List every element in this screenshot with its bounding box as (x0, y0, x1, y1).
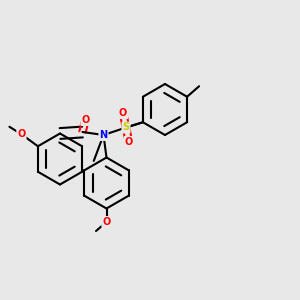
Text: O: O (119, 108, 127, 118)
Text: N: N (99, 130, 108, 140)
Text: O: O (17, 129, 26, 139)
Text: S: S (122, 122, 130, 133)
Text: O: O (81, 115, 90, 125)
Text: O: O (125, 137, 133, 147)
Text: O: O (102, 217, 111, 227)
